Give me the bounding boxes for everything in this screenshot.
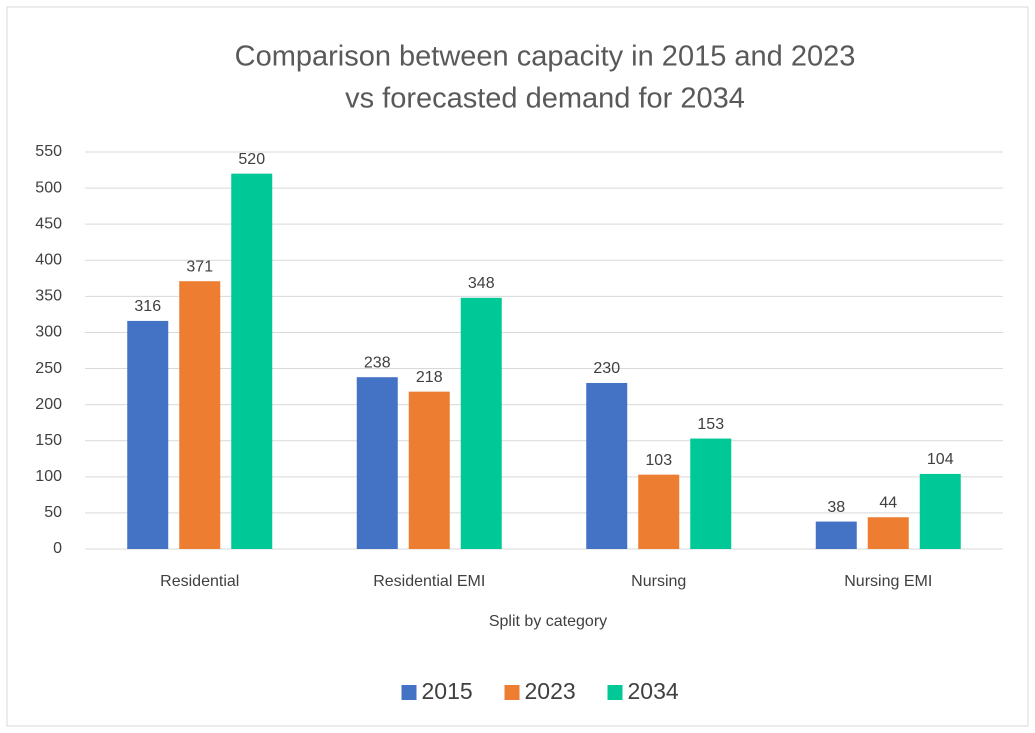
data-label: 238 (364, 354, 391, 371)
bar (638, 474, 680, 549)
bar (460, 297, 502, 549)
bar (919, 473, 961, 549)
bar (690, 438, 732, 549)
y-tick-label: 500 (35, 179, 62, 196)
legend-label: 2015 (422, 678, 473, 704)
data-label: 38 (827, 499, 845, 516)
x-tick-label: Nursing (631, 573, 686, 590)
y-tick-label: 150 (35, 432, 62, 449)
bar (408, 391, 450, 549)
x-axis-label: Split by category (489, 613, 607, 630)
bar (179, 281, 221, 549)
y-tick-label: 550 (35, 143, 62, 160)
y-tick-label: 100 (35, 468, 62, 485)
data-label: 348 (468, 275, 495, 292)
data-label: 104 (927, 451, 954, 468)
data-label: 230 (593, 360, 620, 377)
bar (127, 320, 169, 549)
legend-swatch (607, 685, 623, 700)
x-tick-label: Residential (160, 573, 239, 590)
legend-swatch (401, 685, 417, 700)
data-label: 520 (238, 151, 265, 168)
data-label: 218 (416, 369, 443, 386)
y-tick-label: 450 (35, 215, 62, 232)
y-tick-label: 0 (53, 540, 62, 557)
bar (586, 382, 628, 549)
bar (356, 377, 398, 549)
y-tick-label: 400 (35, 251, 62, 268)
legend-swatch (504, 685, 520, 700)
x-tick-label: Residential EMI (373, 573, 485, 590)
y-tick-label: 300 (35, 324, 62, 341)
data-label: 371 (186, 258, 213, 275)
data-label: 44 (879, 494, 897, 511)
chart-title: Comparison between capacity in 2015 and … (235, 41, 856, 73)
chart-title: vs forecasted demand for 2034 (345, 83, 745, 115)
bar (231, 173, 273, 549)
y-tick-label: 50 (44, 504, 62, 521)
y-tick-label: 350 (35, 288, 62, 305)
data-label: 316 (134, 298, 161, 315)
data-label: 153 (697, 416, 724, 433)
legend-label: 2023 (525, 678, 576, 704)
x-tick-label: Nursing EMI (844, 573, 932, 590)
bar (867, 517, 909, 549)
y-tick-label: 200 (35, 396, 62, 413)
bar (815, 521, 857, 549)
legend-label: 2034 (628, 678, 679, 704)
data-label: 103 (645, 452, 672, 469)
y-tick-label: 250 (35, 360, 62, 377)
chart-frame (6, 6, 1029, 727)
